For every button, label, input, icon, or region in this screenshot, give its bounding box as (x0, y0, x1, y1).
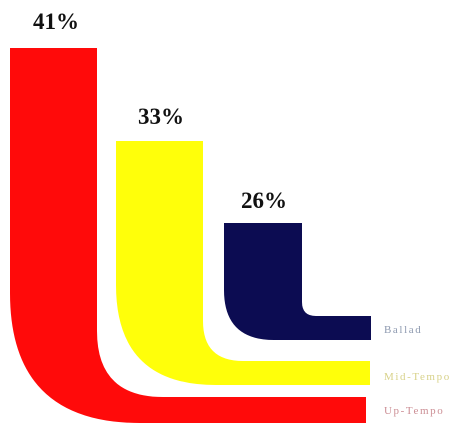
legend-label-ballad: Ballad (384, 324, 422, 336)
data-label-up-tempo: 41% (33, 9, 79, 34)
legend-label-mid-tempo: Mid-Tempo (384, 371, 451, 383)
chart-labels: 41% Up-Tempo 33% Mid-Tempo 26% Ballad (33, 9, 451, 417)
legend-label-up-tempo: Up-Tempo (384, 405, 444, 417)
bar-up-tempo (10, 48, 366, 423)
data-label-ballad: 26% (241, 188, 287, 213)
bar-ballad (224, 223, 371, 340)
chart-bars (10, 48, 371, 423)
bar-mid-tempo (116, 141, 370, 385)
data-label-mid-tempo: 33% (138, 104, 184, 129)
